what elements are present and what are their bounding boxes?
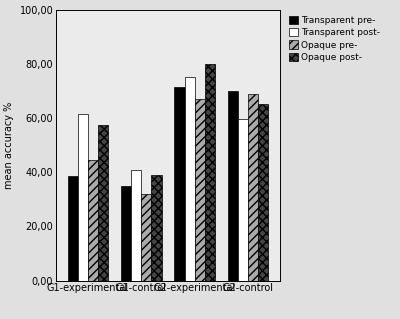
Bar — [205, 64, 215, 281]
Bar — [258, 105, 268, 281]
Bar — [174, 87, 184, 281]
Bar — [184, 77, 195, 281]
Bar — [238, 119, 248, 281]
Bar — [121, 186, 131, 281]
Bar — [248, 94, 258, 281]
Bar — [131, 170, 141, 281]
Y-axis label: mean accuracy %: mean accuracy % — [4, 101, 14, 189]
Legend: Transparent pre-, Transparent post-, Opaque pre-, Opaque post-: Transparent pre-, Transparent post-, Opa… — [287, 14, 382, 64]
Bar — [195, 99, 205, 281]
Bar — [141, 194, 152, 281]
Bar — [68, 176, 78, 281]
Bar — [98, 125, 108, 281]
Bar — [88, 160, 98, 281]
Bar — [78, 114, 88, 281]
Bar — [152, 175, 162, 281]
Bar — [228, 91, 238, 281]
